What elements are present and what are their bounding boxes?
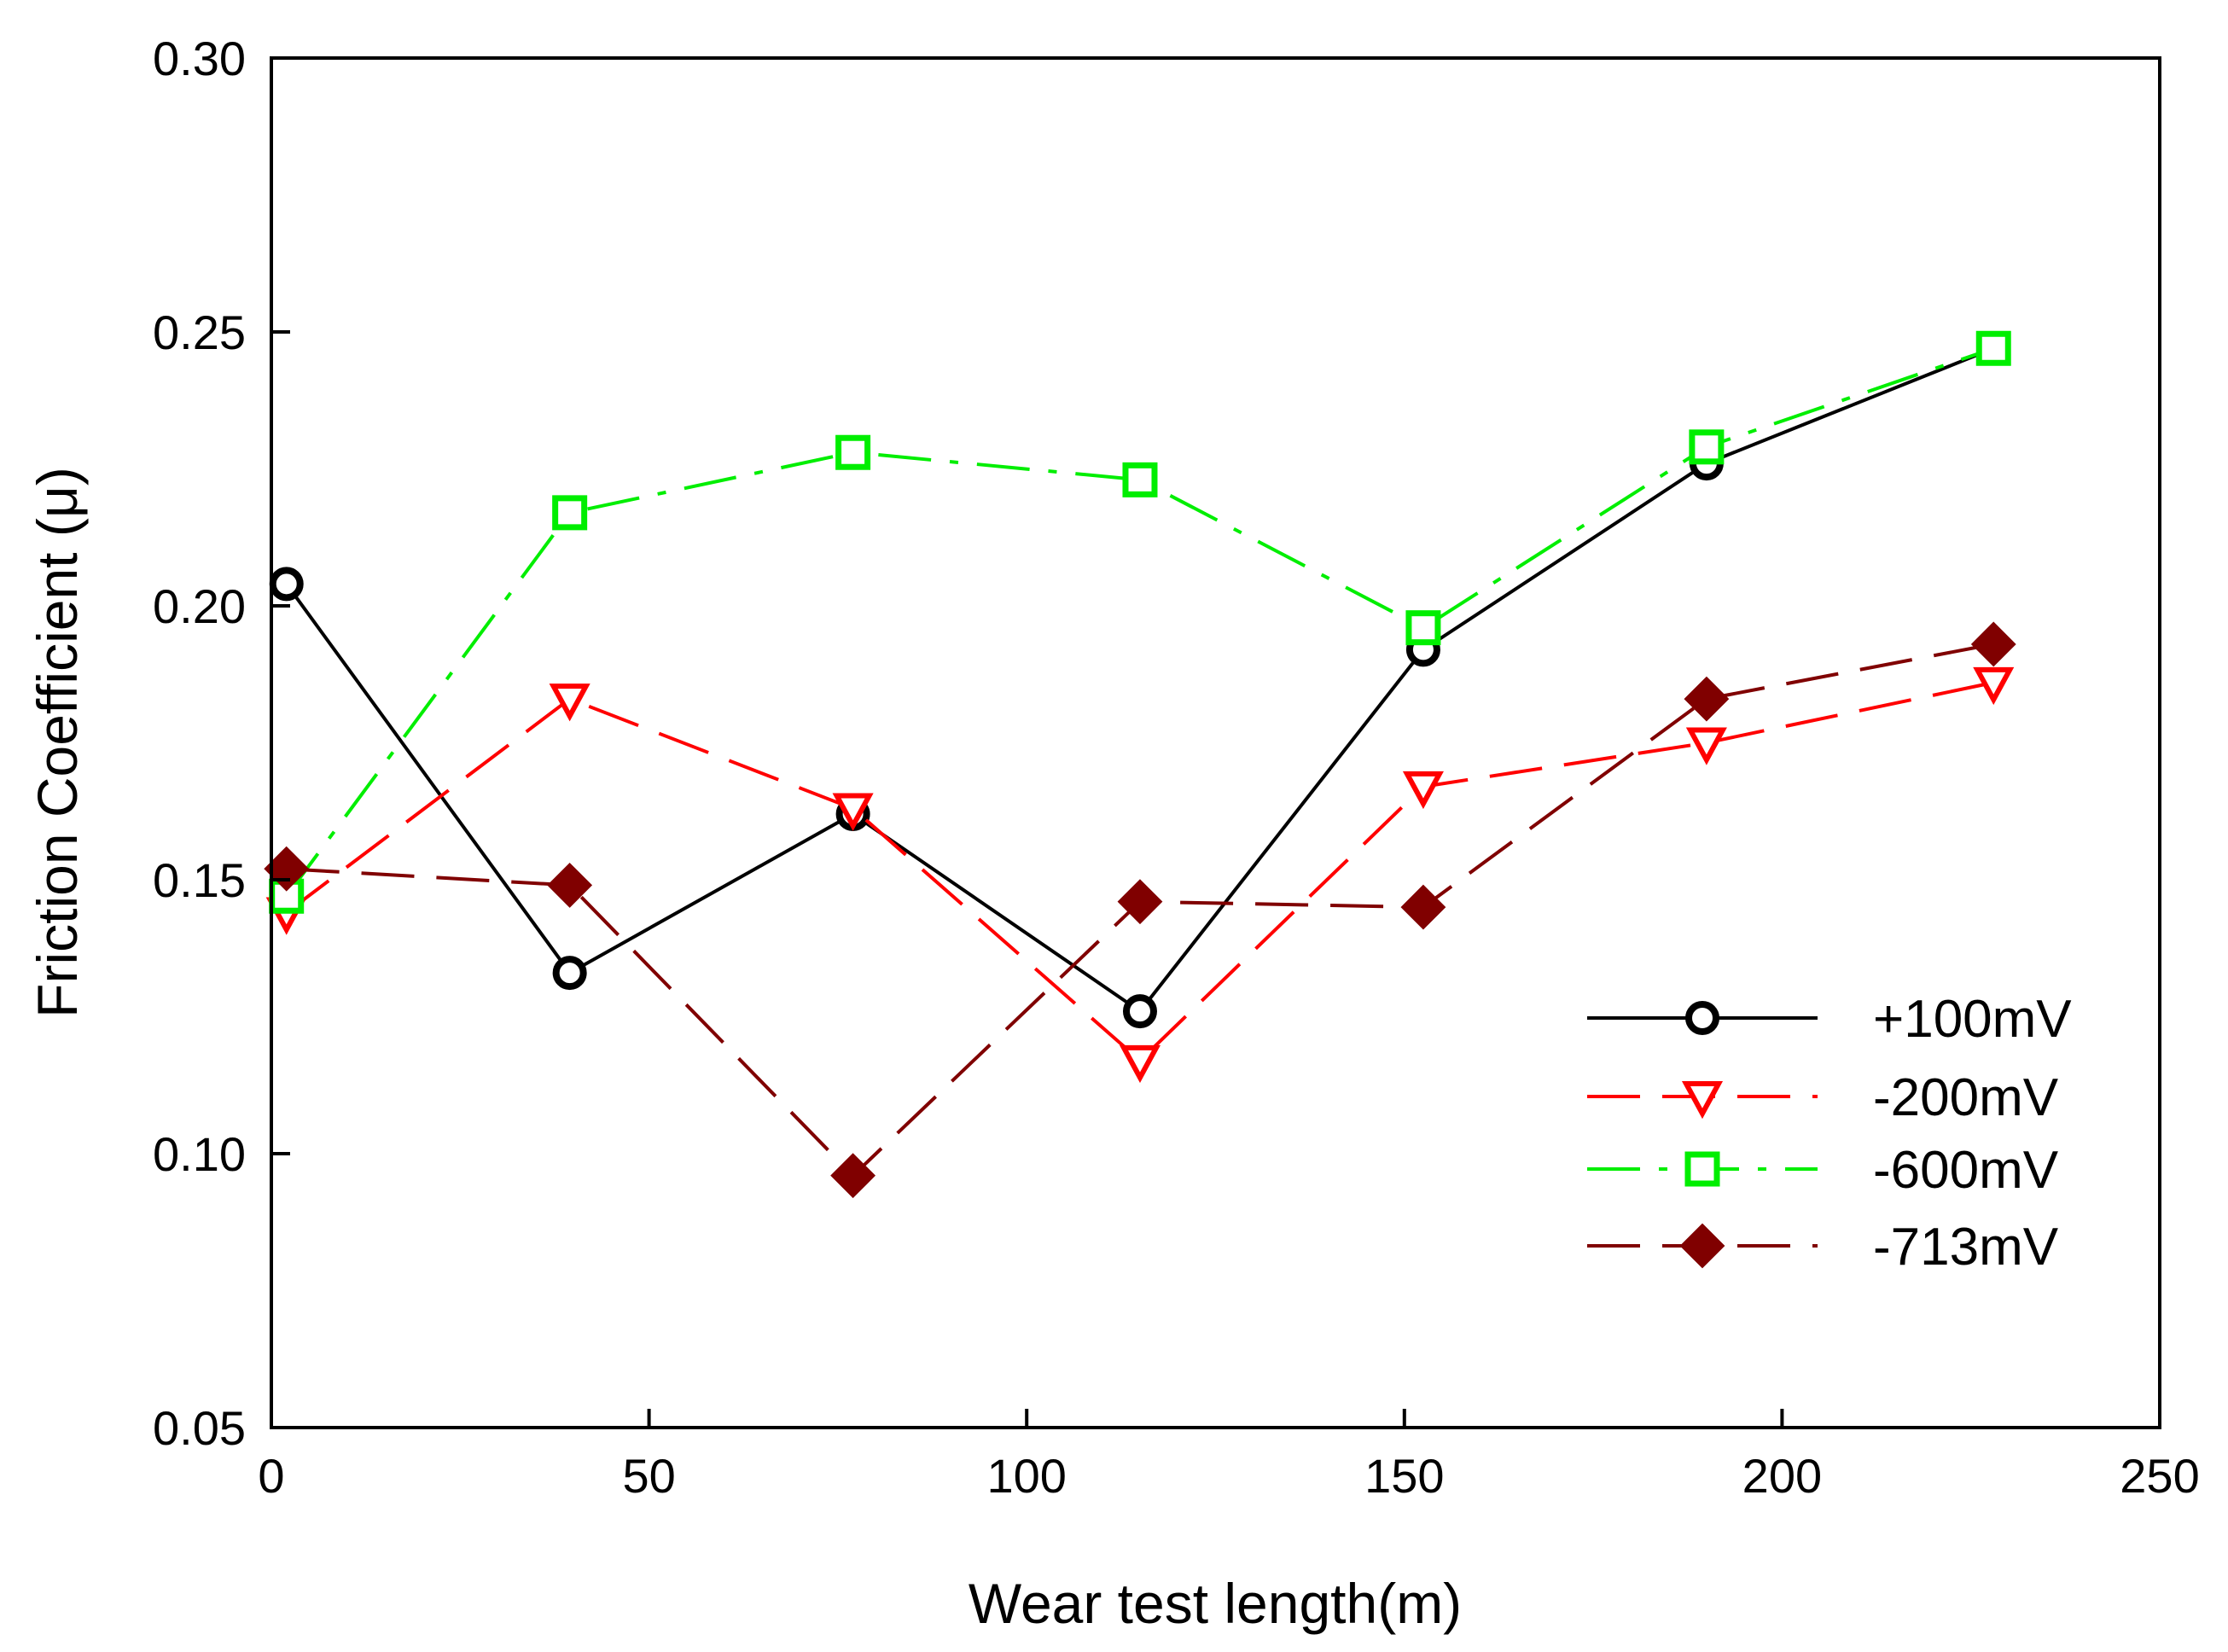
data-point--713mV-6 (1970, 621, 2016, 667)
y-tick-label: 0.30 (153, 32, 246, 85)
data-point--600mV-4 (1405, 610, 1441, 646)
data-point-+100mV-1 (552, 956, 587, 991)
legend-entry--200mV: -200mV (1587, 1068, 2059, 1127)
data-point--200mV-3 (1119, 1044, 1161, 1084)
axes: 0 50 100 150 200 250 0.05 0.10 0.15 0.20 0.25 0.30 (153, 32, 2200, 1503)
y-axis-title: Friction Coefficient (μ) (26, 467, 89, 1018)
series--713mV (264, 621, 2016, 1199)
legend-label: -600mV (1873, 1141, 2059, 1200)
data-point--600mV-3 (1122, 462, 1158, 497)
legend-marker (1679, 1223, 1725, 1269)
x-axis-title: Wear test length(m) (969, 1572, 1462, 1635)
data-point--200mV-2 (832, 793, 874, 831)
data-point--600mV-6 (1975, 330, 2011, 366)
y-tick-label: 0.20 (153, 579, 246, 633)
data-point--200mV-1 (549, 683, 590, 722)
y-tick-label: 0.15 (153, 853, 246, 907)
data-point--200mV-5 (1685, 727, 1727, 765)
data-point--200mV-4 (1402, 771, 1444, 810)
legend-label: -713mV (1873, 1218, 2059, 1277)
data-point--713mV-3 (1117, 879, 1163, 925)
x-tick-label: 250 (2120, 1449, 2199, 1503)
legend-marker (1685, 1001, 1719, 1035)
legend-label: -200mV (1873, 1068, 2059, 1127)
data-point-+100mV-0 (269, 567, 304, 602)
x-tick-label: 200 (1742, 1449, 1822, 1503)
x-tick-label: 100 (986, 1449, 1066, 1503)
data-point--713mV-4 (1400, 884, 1446, 930)
data-point--600mV-5 (1689, 429, 1725, 465)
y-tick-label: 0.05 (153, 1401, 246, 1455)
legend-entry-+100mV: +100mV (1587, 990, 2072, 1049)
legend-marker (1684, 1151, 1720, 1187)
data-point--713mV-1 (547, 863, 593, 908)
data-point--600mV-1 (552, 495, 588, 531)
data-point--200mV-6 (1973, 666, 2015, 706)
plot-frame (270, 56, 2161, 1429)
data-point--600mV-2 (835, 434, 871, 470)
data-point--713mV-5 (1684, 676, 1730, 722)
legend-label: +100mV (1873, 990, 2072, 1049)
y-tick-label: 0.25 (153, 305, 246, 359)
data-point-+100mV-3 (1122, 994, 1157, 1029)
x-tick-label: 50 (622, 1449, 675, 1503)
x-tick-label: 0 (258, 1449, 284, 1503)
y-tick-label: 0.10 (153, 1127, 246, 1181)
series--600mV (269, 330, 2011, 914)
legend-marker (1681, 1081, 1724, 1120)
plot-marks (264, 330, 2016, 1199)
legend: +100mV -200mV -600mV -713mV (1587, 990, 2072, 1277)
x-tick-label: 150 (1364, 1449, 1444, 1503)
data-point--713mV-2 (830, 1153, 876, 1199)
legend-entry--713mV: -713mV (1587, 1218, 2059, 1277)
legend-entry--600mV: -600mV (1587, 1141, 2059, 1200)
